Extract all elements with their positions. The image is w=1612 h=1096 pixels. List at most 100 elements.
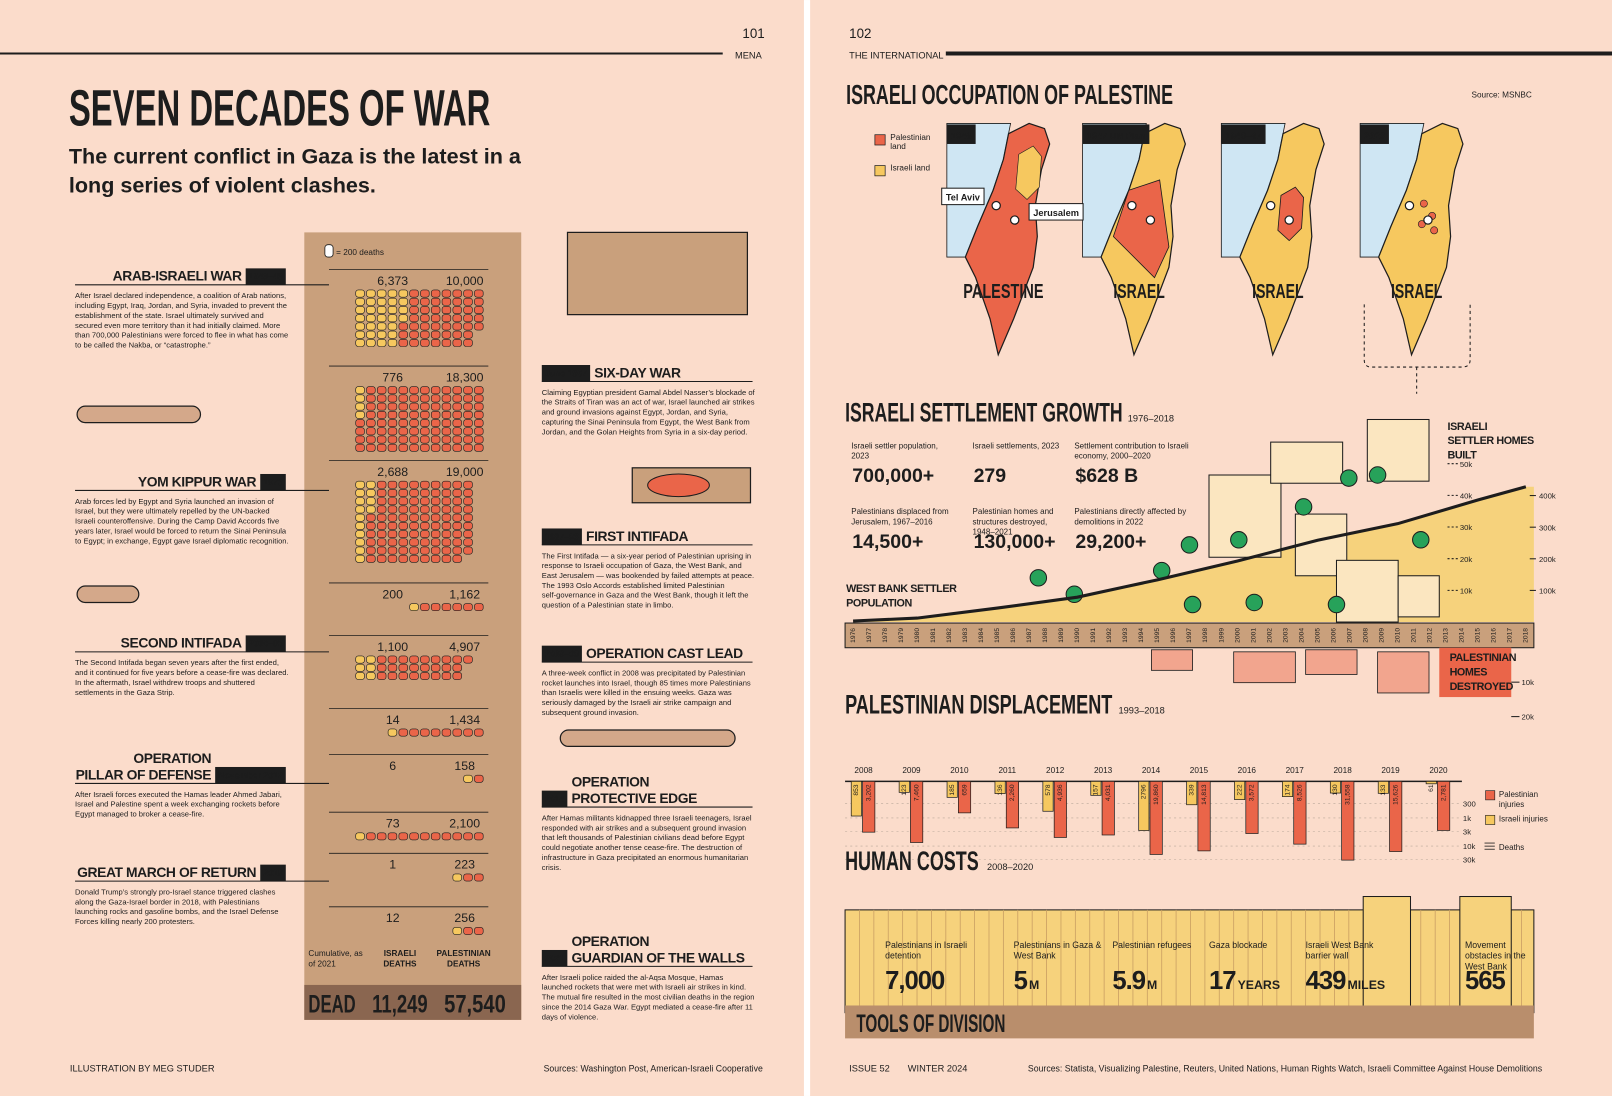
death-icon: [409, 314, 419, 323]
death-icon: [376, 402, 387, 411]
palestinian-total: 57,540: [444, 992, 506, 1019]
death-icon: [452, 513, 462, 522]
death-icon: [474, 728, 484, 737]
death-icon: [398, 435, 408, 444]
watchtower: [1362, 895, 1412, 1014]
death-icon: [452, 410, 462, 419]
text-line: Jordan, and the Golan Heights from Syria…: [542, 427, 748, 436]
legend-swatch: [874, 165, 886, 177]
house: [1270, 441, 1344, 484]
israeli-deaths-icons: [387, 728, 398, 737]
death-icon: [355, 338, 365, 347]
death-icon: [452, 480, 462, 489]
text-line: infrastructure in Gaza precipitated an e…: [542, 853, 748, 862]
death-icon: [355, 546, 365, 555]
legend-swatch: [1485, 814, 1496, 825]
death-icon: [463, 314, 473, 323]
death-icon: [398, 480, 408, 489]
death-icon: [366, 443, 376, 452]
y-tick-label: 30k: [1463, 856, 1476, 865]
tool-value: 17: [1209, 967, 1236, 995]
death-icon: [452, 927, 462, 935]
death-icon: [398, 322, 408, 331]
section-title: PALESTINIAN DISPLACEMENT: [845, 690, 1113, 720]
death-icon: [430, 394, 441, 403]
death-icon: [430, 530, 441, 539]
year-label: 2002: [1266, 628, 1273, 643]
y-tick-label: 40k: [1460, 491, 1473, 500]
y-tick-label: 10k: [1463, 842, 1476, 851]
israeli-deaths-label: 12: [386, 911, 400, 925]
death-icon: [463, 410, 473, 419]
israeli-deaths-icons: [355, 480, 376, 563]
page-title: SEVEN DECADES OF WAR: [69, 78, 491, 136]
death-icon: [452, 521, 462, 530]
stat-label: Palestinian homes and structures destroye…: [973, 507, 1054, 537]
israeli-deaths-icons: [355, 832, 365, 841]
city-dot: [1127, 200, 1137, 211]
text-line: to Egypt; in exchange, Egypt gave Israel…: [75, 536, 289, 545]
text-line: economy, 2000–2020: [1074, 452, 1151, 461]
text-line: Palestinian homes and: [973, 507, 1054, 516]
palestinian-injuries-bar: [1005, 781, 1019, 829]
death-icon: [430, 435, 441, 444]
death-icon: [430, 672, 441, 680]
rubble: [1305, 649, 1358, 675]
illustration: [647, 473, 710, 498]
year-label: 2014: [1459, 628, 1466, 643]
israeli-injuries-bar: [994, 781, 1006, 794]
death-icon: [474, 774, 484, 783]
death-icon: [441, 435, 452, 444]
totals-label: DEAD: [308, 992, 355, 1019]
death-icon: [463, 435, 473, 444]
x-tick-label: 2008: [854, 766, 873, 775]
destroyed-box: [1439, 647, 1512, 698]
data-label: 185: [949, 784, 956, 795]
war-description: The Second Intifada began seven years af…: [75, 658, 289, 697]
year-label: 2017: [1507, 628, 1514, 643]
death-icon: [376, 521, 387, 530]
death-icon: [420, 655, 430, 664]
data-label: 130: [1332, 784, 1339, 795]
death-icon: [355, 386, 365, 395]
city-label: Tel Aviv: [946, 193, 981, 203]
text-line: settlements in the Gaza Strip.: [75, 688, 175, 697]
x-tick-label: 2013: [1094, 766, 1113, 775]
year-label: 1986: [1010, 628, 1017, 643]
text-line: DESTROYED: [1450, 681, 1514, 693]
text-line: to be called the Nakba, or “catastrophe.…: [75, 341, 211, 350]
year-label: 1990: [1074, 628, 1081, 643]
death-icon: [463, 489, 473, 497]
stat-label: Palestinians directly affected by demolit…: [1074, 507, 1186, 526]
death-icon: [420, 314, 430, 323]
israeli-deaths-icons: [452, 873, 462, 882]
death-icon: [441, 330, 452, 339]
land-patch: [1419, 199, 1428, 208]
death-icon: [474, 927, 484, 935]
death-icon: [355, 435, 365, 444]
text-line: East Jerusalem — was bookended by failed…: [542, 571, 754, 580]
text-line: After Israel declared independence, a co…: [75, 291, 286, 300]
legend-label: Palestinian land: [890, 133, 931, 151]
section-title: TOOLS OF DIVISION: [856, 1011, 1005, 1038]
text-line: since the 2014 Gaza War. Egypt mediated …: [542, 1002, 753, 1011]
illustration: [559, 729, 736, 748]
death-icon: [452, 505, 462, 514]
data-label: 61: [1428, 784, 1435, 792]
text-line: could negotiate another tense cease-fire…: [542, 843, 743, 852]
death-icon: [366, 338, 376, 347]
text-line: obstacles in the: [1465, 951, 1526, 961]
death-icon: [409, 521, 419, 530]
death-icon: [376, 419, 387, 427]
israeli-injuries-bar: [1138, 781, 1150, 831]
tree: [1245, 593, 1263, 612]
death-icon: [366, 663, 376, 672]
land-patch: [1015, 145, 1042, 200]
death-icon: [463, 330, 473, 339]
death-icon: [420, 330, 430, 339]
year-label: 1987: [1026, 628, 1033, 643]
illustration: [566, 231, 749, 316]
date-label: June 1967: [545, 368, 587, 378]
death-icon: [441, 497, 452, 506]
death-icon: [376, 489, 387, 497]
